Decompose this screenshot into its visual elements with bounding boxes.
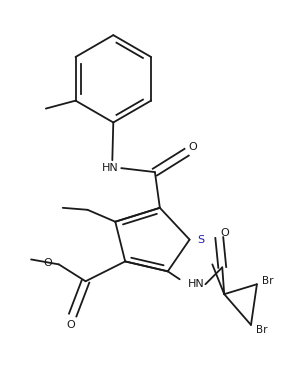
Text: O: O	[66, 320, 75, 330]
Text: HN: HN	[188, 279, 204, 289]
Text: HN: HN	[102, 163, 119, 173]
Text: O: O	[221, 228, 230, 238]
Text: O: O	[43, 258, 52, 268]
Text: Br: Br	[262, 276, 273, 286]
Text: Br: Br	[256, 325, 267, 335]
Text: O: O	[188, 142, 197, 152]
Text: S: S	[197, 235, 205, 245]
